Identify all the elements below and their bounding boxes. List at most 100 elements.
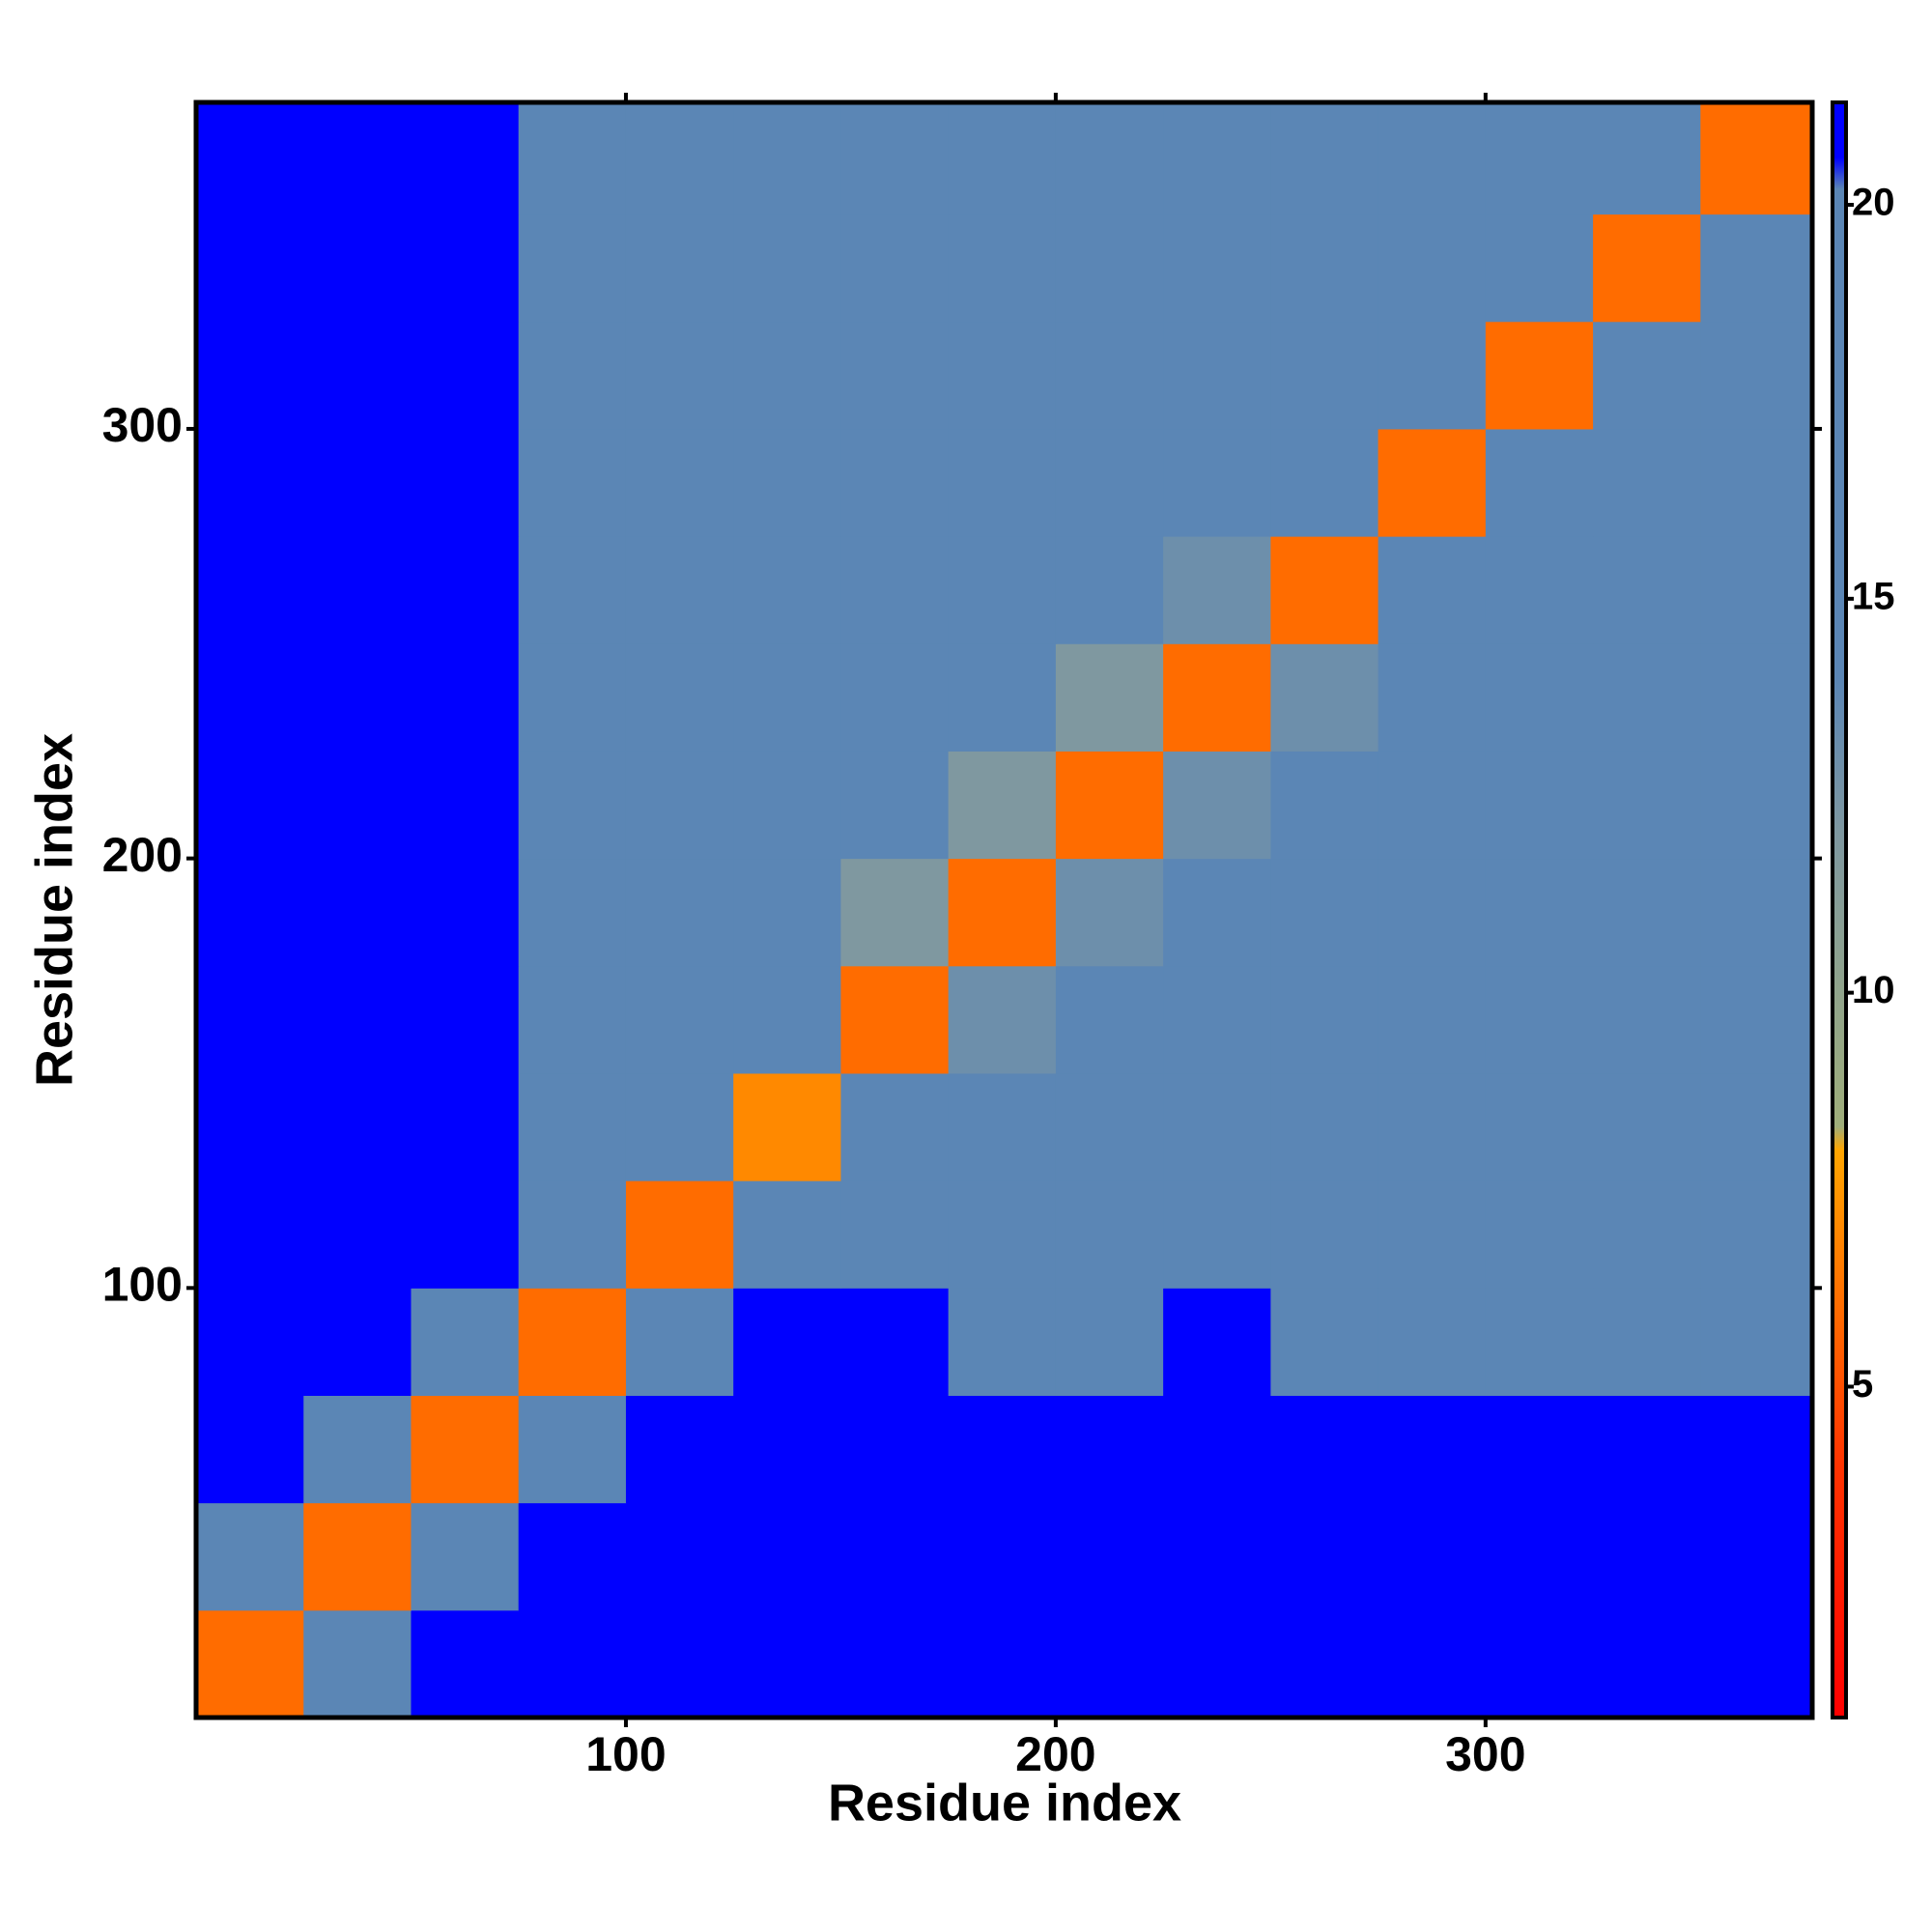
heatmap-cell [1055, 965, 1164, 1074]
heatmap-cell [840, 213, 950, 323]
heatmap-cell [1055, 1180, 1164, 1289]
heatmap-cell [625, 1395, 734, 1504]
heatmap-cell [733, 965, 841, 1074]
heatmap-cell [303, 321, 412, 430]
plot-frame [193, 99, 1815, 1720]
x-axis-title: Residue index [828, 1774, 1181, 1832]
x-tick-label: 200 [1015, 1727, 1095, 1781]
heatmap-cell [1270, 321, 1379, 430]
heatmap-cell [196, 751, 304, 860]
heatmap-cell [411, 1395, 520, 1504]
heatmap-cell [1270, 428, 1379, 537]
heatmap-cell [1163, 1609, 1271, 1719]
heatmap-cell [1270, 858, 1379, 967]
heatmap-cell [1270, 102, 1379, 215]
heatmap-cell [1485, 1180, 1594, 1289]
heatmap-cell [840, 536, 950, 644]
heatmap-cell [411, 751, 520, 860]
heatmap-cell [1378, 1395, 1487, 1504]
heatmap-cell [625, 321, 734, 430]
heatmap-cell [1163, 965, 1271, 1074]
heatmap-cell [1378, 428, 1487, 537]
heatmap-cell [1485, 643, 1594, 752]
heatmap-cell [625, 536, 734, 644]
heatmap-cell [625, 643, 734, 752]
heatmap-cell [1270, 536, 1379, 644]
heatmap-cell [1270, 1395, 1379, 1504]
heatmap-cell [1378, 751, 1487, 860]
heatmap-cell [303, 965, 412, 1074]
heatmap-cell [840, 428, 950, 537]
heatmap-cell [1055, 858, 1164, 967]
heatmap-cell [1485, 858, 1594, 967]
heatmap-cell [1485, 536, 1594, 644]
heatmap-cell [1163, 428, 1271, 537]
heatmap-cell [1163, 1072, 1271, 1181]
heatmap-cell [625, 1609, 734, 1719]
heatmap-cell [1593, 643, 1701, 752]
heatmap-cell [1700, 1395, 1813, 1504]
heatmap-cell [625, 1180, 734, 1289]
heatmap-cell [948, 1072, 1057, 1181]
heatmap-cell [840, 1395, 950, 1504]
heatmap-cell [733, 1395, 841, 1504]
heatmap-cell [1378, 1180, 1487, 1289]
heatmap-cell [1378, 858, 1487, 967]
heatmap-cell [625, 1502, 734, 1611]
heatmap-cell [840, 1288, 950, 1396]
heatmap-cell [948, 1288, 1057, 1396]
heatmap-cell [411, 1288, 520, 1396]
heatmap-cell [1270, 213, 1379, 323]
heatmap-cell [1700, 213, 1813, 323]
heatmap-cell [518, 321, 627, 430]
heatmap-cell [625, 751, 734, 860]
heatmap-cell [411, 102, 520, 215]
heatmap-cell [1593, 1395, 1701, 1504]
heatmap-cell [733, 1502, 841, 1611]
heatmap-cell [733, 1180, 841, 1289]
heatmap-cell [303, 1395, 412, 1504]
heatmap-cell [733, 428, 841, 537]
heatmap-cell [1055, 1502, 1164, 1611]
heatmap-cell [518, 428, 627, 537]
heatmap-cell [625, 858, 734, 967]
heatmap-cell [733, 858, 841, 967]
heatmap-cell [1378, 1609, 1487, 1719]
heatmap-cell [518, 1395, 627, 1504]
heatmap-cell [518, 1180, 627, 1289]
heatmap-cell [840, 1609, 950, 1719]
heatmap-cell [303, 1288, 412, 1396]
colorbar [1831, 100, 1848, 1719]
heatmap-cell [1270, 751, 1379, 860]
heatmap-cell [518, 751, 627, 860]
heatmap-cell [303, 428, 412, 537]
heatmap-cell [1378, 213, 1487, 323]
heatmap-cell [1700, 1609, 1813, 1719]
heatmap-cell [1270, 1609, 1379, 1719]
heatmap-cell [1270, 1288, 1379, 1396]
heatmap-cell [1485, 1072, 1594, 1181]
heatmap-cell [411, 1609, 520, 1719]
heatmap-cell [1055, 643, 1164, 752]
heatmap-cell [518, 643, 627, 752]
heatmap-cell [1378, 643, 1487, 752]
heatmap-cell [411, 643, 520, 752]
heatmap-cell [1700, 751, 1813, 860]
heatmap-cell [948, 965, 1057, 1074]
heatmap-cell [1378, 1072, 1487, 1181]
heatmap-cell [411, 858, 520, 967]
heatmap-cell [625, 1288, 734, 1396]
heatmap-cell [625, 102, 734, 215]
heatmap-cell [196, 965, 304, 1074]
heatmap-cell [1378, 1502, 1487, 1611]
heatmap-cell [1378, 102, 1487, 215]
heatmap-cell [1163, 536, 1271, 644]
heatmap-cell [411, 428, 520, 537]
heatmap-cell [1055, 1072, 1164, 1181]
heatmap-cell [948, 213, 1057, 323]
heatmap-cell [733, 213, 841, 323]
heatmap-cell [948, 751, 1057, 860]
heatmap-cell [196, 321, 304, 430]
heatmap-cell [948, 858, 1057, 967]
heatmap-cell [1593, 751, 1701, 860]
